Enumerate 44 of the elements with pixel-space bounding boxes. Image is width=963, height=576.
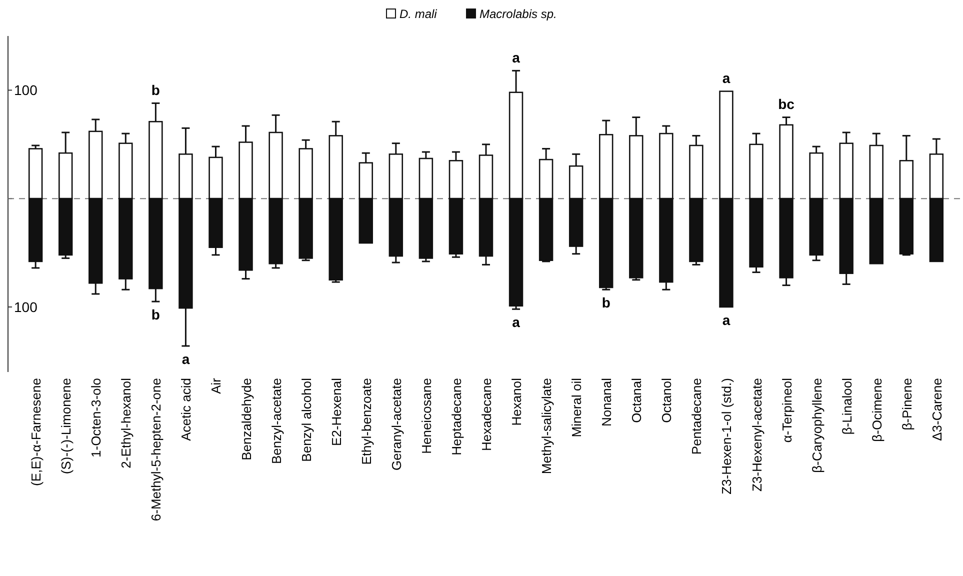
annotation: a bbox=[512, 314, 520, 330]
x-tick-label: E2-Hexenal bbox=[328, 378, 344, 446]
x-tick-label: Hexadecane bbox=[479, 378, 494, 451]
x-tick-label: α-Terpineol bbox=[779, 378, 794, 443]
x-tick-label: Δ3-Carene bbox=[929, 378, 944, 441]
x-tick-label: Octanal bbox=[629, 378, 644, 423]
y-tick-label: 100 bbox=[14, 82, 38, 98]
x-tick-label: Z3-Hexen-1-ol (std.) bbox=[719, 378, 734, 494]
x-tick-label: Heneicosane bbox=[418, 378, 434, 454]
annotation: bc bbox=[778, 96, 795, 112]
x-tick-label: Air bbox=[208, 377, 224, 394]
x-tick-label: Benzyl alcohol bbox=[298, 378, 314, 462]
x-tick-label: Hexanol bbox=[509, 378, 524, 426]
x-tick-label: Benzaldehyde bbox=[238, 378, 254, 460]
x-tick-label: β-Caryophyllene bbox=[809, 378, 824, 473]
y-tick-label: 100 bbox=[14, 298, 38, 315]
annotation: b bbox=[151, 82, 160, 98]
x-tick-label: (E,E)-α-Farnesene bbox=[28, 378, 44, 486]
x-tick-label: Z3-Hexenyl-acetate bbox=[749, 378, 764, 492]
x-tick-label: Geranyl-acetate bbox=[388, 378, 404, 470]
legend-label: Macrolabis sp. bbox=[480, 7, 557, 21]
x-tick-label: Ethyl-benzoate bbox=[358, 378, 374, 465]
x-tick-label: β-Ocimene bbox=[869, 378, 884, 442]
annotation: a bbox=[722, 312, 730, 328]
x-tick-label: Benzyl-acetate bbox=[268, 378, 284, 464]
x-tick-label: β-Pinene bbox=[899, 378, 914, 430]
x-tick-label: Pentadecane bbox=[689, 378, 704, 455]
x-tick-label: Mineral oil bbox=[569, 378, 584, 438]
annotation: a bbox=[182, 350, 190, 367]
x-tick-label: Acetic acid bbox=[178, 378, 194, 441]
x-tick-label: (S)-(-)-Limonene bbox=[58, 378, 74, 474]
annotation: b bbox=[602, 294, 610, 311]
annotation: b bbox=[151, 306, 160, 322]
x-tick-label: Octanol bbox=[659, 378, 674, 423]
x-tick-label: Nonanal bbox=[599, 378, 614, 426]
x-tick-label: 6-Methyl-5-hepten-2-one bbox=[148, 378, 164, 522]
legend-label: D. mali bbox=[400, 7, 438, 21]
x-tick-label: β-Linalool bbox=[839, 378, 854, 435]
x-tick-label: 1-Octen-3-olo bbox=[88, 378, 104, 458]
x-tick-label: Methyl-salicylate bbox=[539, 378, 554, 474]
annotation: a bbox=[722, 70, 730, 86]
x-tick-label: 2-Ethyl-hexanol bbox=[118, 378, 134, 468]
x-tick-label: Heptadecane bbox=[448, 378, 464, 456]
annotation: a bbox=[512, 50, 520, 66]
